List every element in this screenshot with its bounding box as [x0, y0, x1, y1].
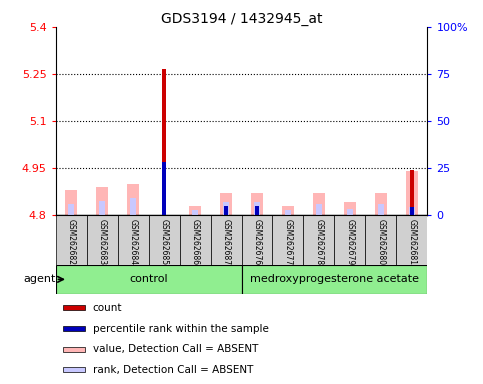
Bar	[189, 205, 201, 215]
Bar	[68, 204, 74, 215]
Text: GSM262678: GSM262678	[314, 219, 324, 265]
Bar	[63, 367, 85, 372]
Bar	[347, 209, 354, 215]
Bar	[397, 215, 427, 265]
Text: control: control	[129, 274, 168, 285]
Bar	[303, 215, 334, 265]
Bar	[96, 187, 108, 215]
Bar	[284, 210, 291, 215]
Bar	[315, 204, 322, 215]
Text: GSM262682: GSM262682	[67, 219, 75, 265]
Bar	[192, 210, 199, 215]
Bar	[63, 305, 85, 310]
Text: GSM262681: GSM262681	[408, 219, 416, 265]
Text: value, Detection Call = ABSENT: value, Detection Call = ABSENT	[93, 344, 258, 354]
Bar	[411, 207, 413, 215]
Bar	[242, 265, 427, 294]
Bar	[366, 215, 397, 265]
Bar	[225, 205, 227, 215]
Bar	[256, 205, 258, 215]
Bar	[211, 215, 242, 265]
Bar	[56, 215, 86, 265]
Bar	[117, 215, 149, 265]
Bar	[344, 202, 356, 215]
Bar	[223, 202, 229, 215]
Title: GDS3194 / 1432945_at: GDS3194 / 1432945_at	[161, 12, 322, 26]
Bar	[127, 184, 139, 215]
Bar	[63, 326, 85, 331]
Text: GSM262679: GSM262679	[345, 219, 355, 265]
Text: GSM262687: GSM262687	[222, 219, 230, 265]
Bar	[272, 215, 303, 265]
Bar	[242, 215, 272, 265]
Text: GSM262677: GSM262677	[284, 219, 293, 265]
Bar	[180, 215, 211, 265]
Bar	[282, 205, 294, 215]
Bar	[86, 215, 117, 265]
Bar	[162, 69, 166, 215]
Text: rank, Detection Call = ABSENT: rank, Detection Call = ABSENT	[93, 365, 253, 375]
Text: GSM262685: GSM262685	[159, 219, 169, 265]
Text: medroxyprogesterone acetate: medroxyprogesterone acetate	[250, 274, 419, 285]
Bar	[378, 204, 384, 215]
Bar	[254, 202, 260, 215]
Bar	[149, 215, 180, 265]
Text: GSM262683: GSM262683	[98, 219, 107, 265]
Bar	[411, 170, 413, 215]
Bar	[375, 193, 387, 215]
Bar	[220, 193, 232, 215]
Bar	[162, 162, 166, 215]
Text: GSM262676: GSM262676	[253, 219, 261, 265]
Bar	[56, 265, 242, 294]
Bar	[334, 215, 366, 265]
Bar	[99, 201, 105, 215]
Text: GSM262686: GSM262686	[190, 219, 199, 265]
Bar	[65, 190, 77, 215]
Text: count: count	[93, 303, 122, 313]
Text: GSM262684: GSM262684	[128, 219, 138, 265]
Bar	[406, 171, 418, 215]
Bar	[256, 205, 258, 215]
Bar	[63, 347, 85, 352]
Bar	[313, 193, 325, 215]
Bar	[225, 205, 227, 215]
Bar	[251, 193, 263, 215]
Text: agent: agent	[23, 274, 56, 285]
Bar	[129, 198, 136, 215]
Text: GSM262680: GSM262680	[376, 219, 385, 265]
Text: percentile rank within the sample: percentile rank within the sample	[93, 324, 269, 334]
Bar	[409, 207, 415, 215]
